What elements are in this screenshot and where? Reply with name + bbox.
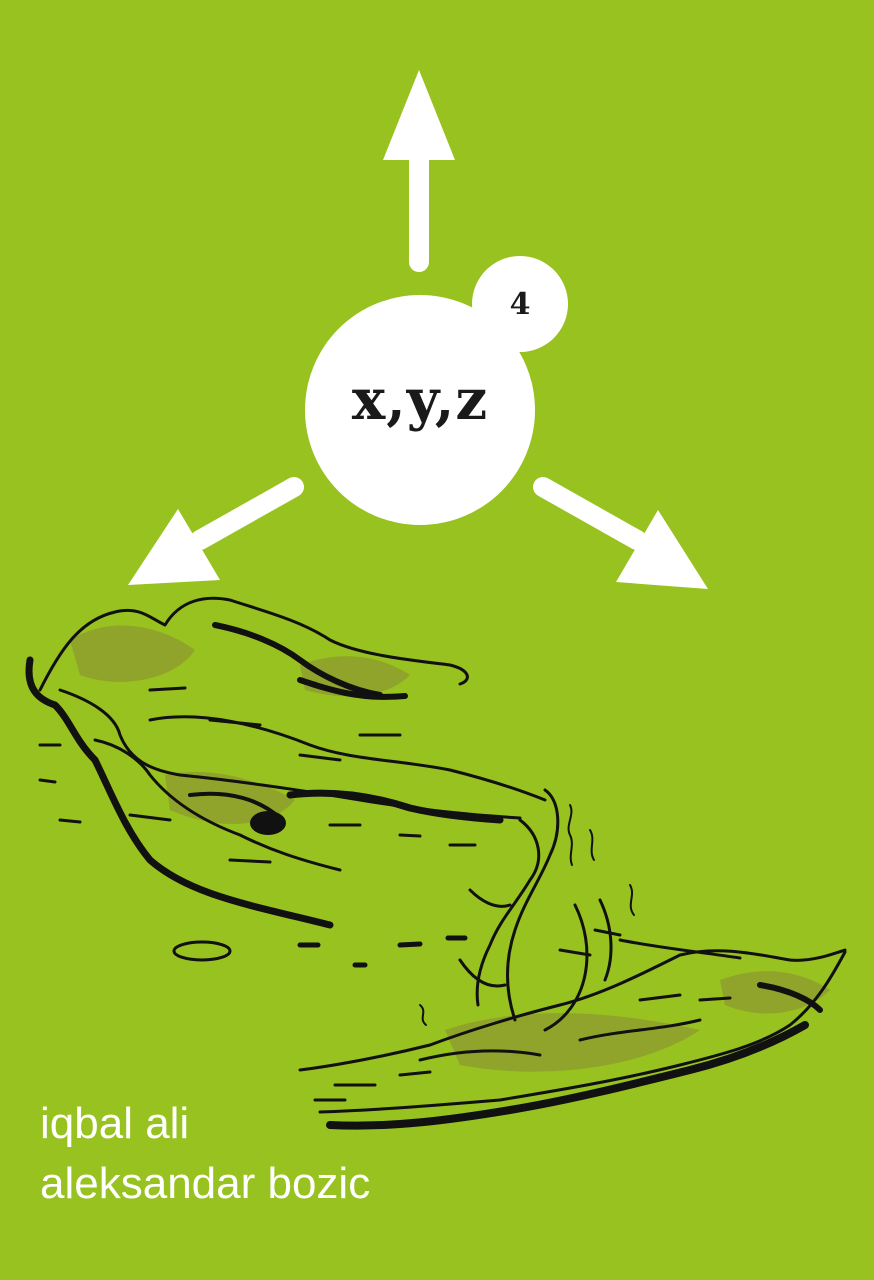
issue-number: 4 xyxy=(509,286,531,322)
cover-title: x,y,z xyxy=(351,367,489,433)
author-name-2: aleksandar bozic xyxy=(40,1159,371,1208)
arrow-up-icon xyxy=(383,70,455,272)
author-list: iqbal ali aleksandar bozic xyxy=(40,1094,370,1214)
author-name-1: iqbal ali xyxy=(40,1099,190,1148)
arrow-down-left-icon xyxy=(128,477,304,585)
deer-illustration xyxy=(25,596,847,1130)
main-circle xyxy=(305,295,535,525)
arrow-down-right-icon xyxy=(533,477,708,589)
